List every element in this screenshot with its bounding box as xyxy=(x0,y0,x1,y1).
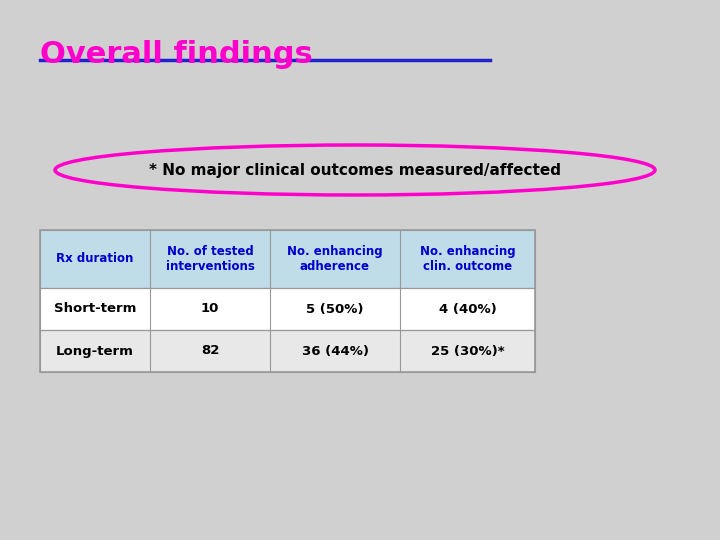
Text: 10: 10 xyxy=(201,302,219,315)
Text: * No major clinical outcomes measured/affected: * No major clinical outcomes measured/af… xyxy=(149,163,561,178)
Text: Rx duration: Rx duration xyxy=(56,253,134,266)
Text: 4 (40%): 4 (40%) xyxy=(438,302,496,315)
FancyBboxPatch shape xyxy=(40,288,535,330)
Text: No. enhancing
clin. outcome: No. enhancing clin. outcome xyxy=(420,245,516,273)
Text: 36 (44%): 36 (44%) xyxy=(302,345,369,357)
Text: 5 (50%): 5 (50%) xyxy=(306,302,364,315)
Text: Overall findings: Overall findings xyxy=(40,40,312,69)
Text: 25 (30%)*: 25 (30%)* xyxy=(431,345,504,357)
Text: No. enhancing
adherence: No. enhancing adherence xyxy=(287,245,383,273)
Text: No. of tested
interventions: No. of tested interventions xyxy=(166,245,254,273)
Text: Short-term: Short-term xyxy=(54,302,136,315)
FancyBboxPatch shape xyxy=(40,230,535,288)
FancyBboxPatch shape xyxy=(40,330,535,372)
Text: 82: 82 xyxy=(201,345,219,357)
Text: Long-term: Long-term xyxy=(56,345,134,357)
